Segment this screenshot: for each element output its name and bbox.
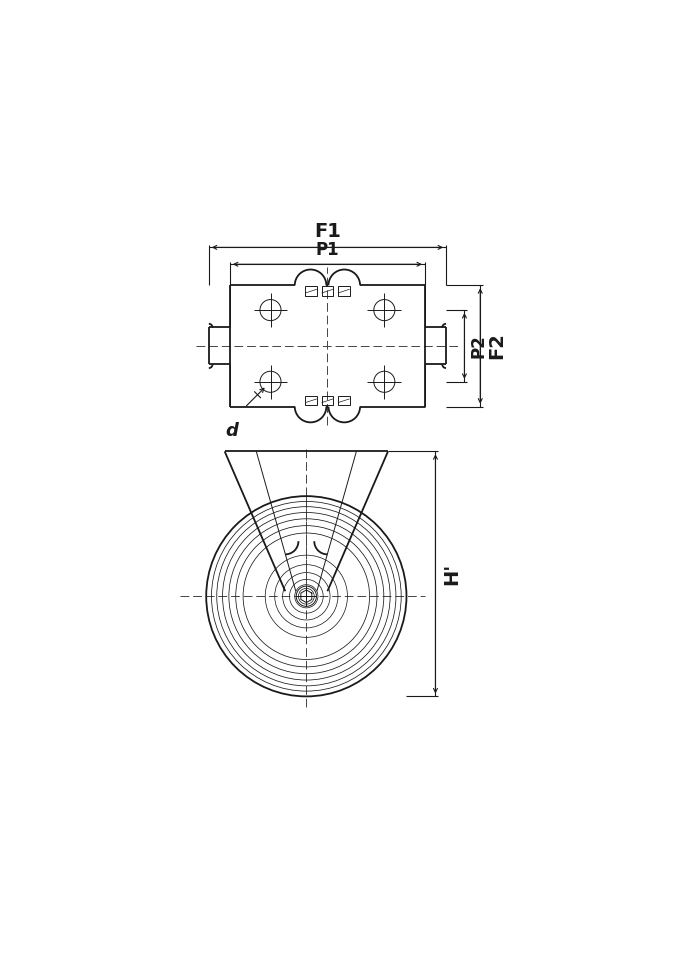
Bar: [305, 396, 317, 405]
Text: F1: F1: [314, 222, 341, 240]
Bar: [305, 287, 317, 295]
Text: P2: P2: [470, 334, 488, 358]
Bar: [338, 287, 350, 295]
Bar: [338, 396, 350, 405]
Text: P1: P1: [316, 241, 339, 259]
Text: d: d: [225, 423, 238, 440]
Bar: [322, 396, 333, 405]
Text: F2: F2: [487, 332, 506, 360]
Bar: [322, 287, 333, 295]
Text: H': H': [442, 563, 461, 585]
